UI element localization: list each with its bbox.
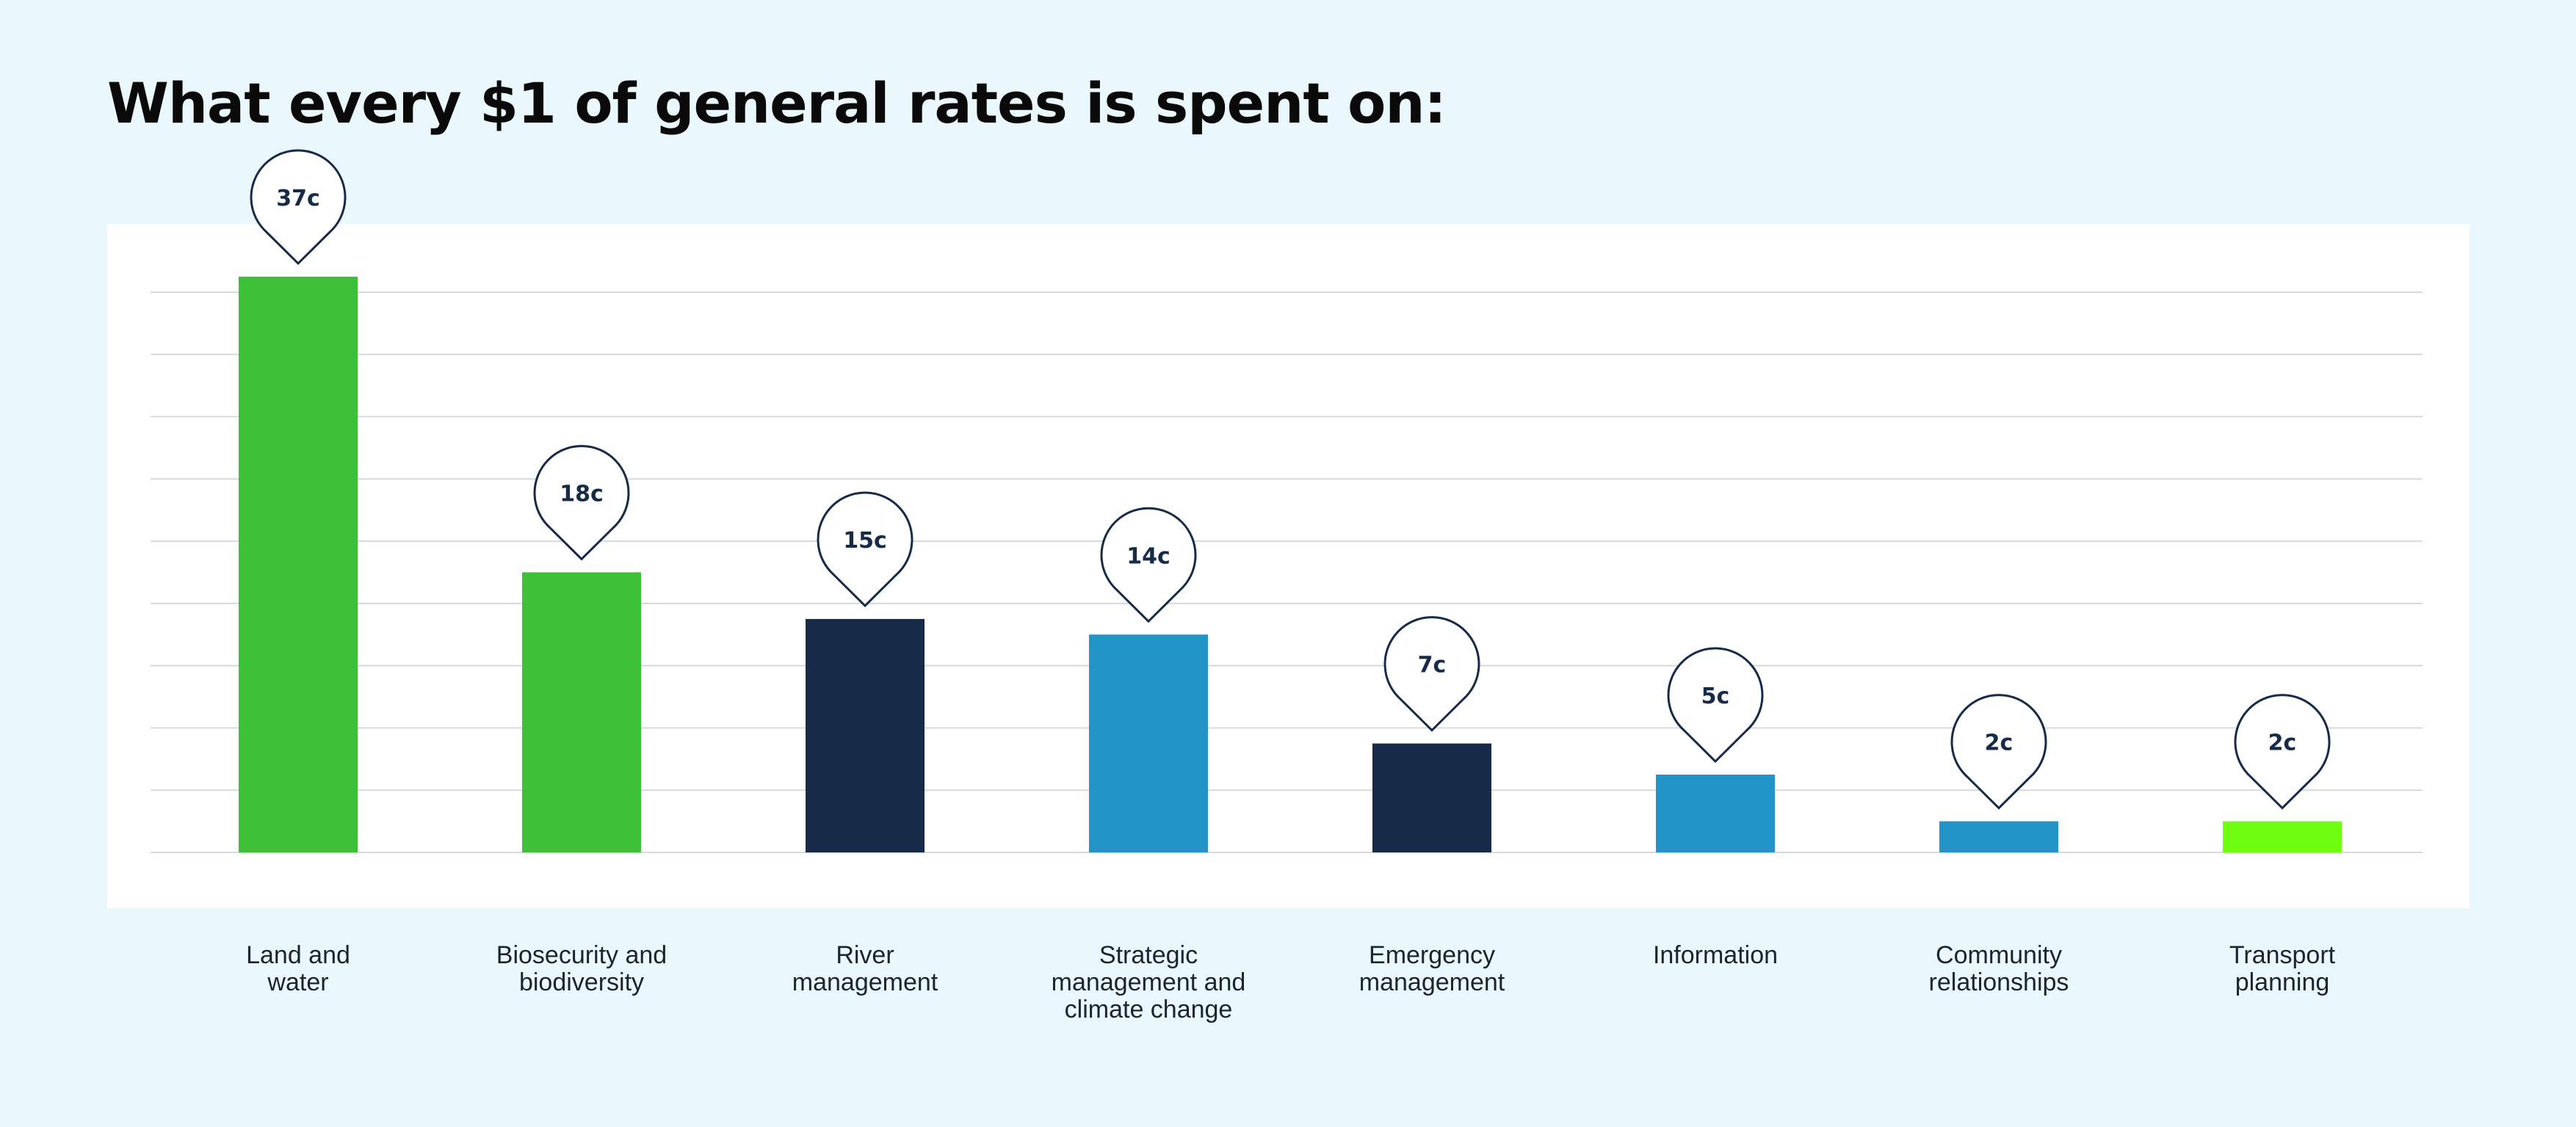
category-label-line: management [792,968,938,996]
value-pin: 37c [250,149,347,265]
category-label-line: Emergency [1369,941,1495,969]
category-label-line: River [836,941,894,969]
value-pin: 14c [1100,507,1197,623]
data-label: 14c [1126,543,1171,569]
value-pin: 2c [2234,694,2331,810]
bar [1089,634,1208,852]
pin-shape [817,491,913,608]
data-label: 5c [1701,684,1730,709]
category-labels: Land and water Biosecurity and biodiversity… [246,941,2336,1023]
bars [239,276,2342,852]
data-label: 2c [2268,731,2297,756]
category-label: Emergency management [1359,941,1505,996]
category-label-line: water [267,968,328,996]
category-label-line: Biosecurity and [496,941,667,969]
pin-shape [1383,616,1480,732]
category-label-line: climate change [1065,996,1233,1023]
bar [1656,775,1775,852]
category-label-line: management [1359,968,1505,996]
category-label: River management [792,941,938,996]
pin-shape [2234,694,2331,810]
data-label: 2c [1985,731,2014,756]
plot-area [107,224,2470,908]
value-pin: 15c [817,491,913,608]
data-label: 37c [276,186,320,211]
category-label-line: Community [1936,941,2062,969]
pin-shape [1667,647,1764,764]
pin-shape [250,149,347,265]
bar [1372,743,1491,852]
category-label-line: planning [2235,968,2330,996]
value-pin: 5c [1667,647,1764,764]
pin-shape [1950,694,2047,810]
category-label-line: management and [1052,968,1246,996]
value-pin: 7c [1383,616,1480,732]
pin-shape [533,445,630,561]
value-pins: 37c 18c 15c 14c 7c 5c 2c 2c [250,149,2331,810]
pin-shape [1100,507,1197,623]
category-label-line: Information [1653,941,1778,969]
bar [239,276,358,852]
category-label: Land and water [246,941,350,996]
category-label: Strategic management and climate change [1052,941,1246,1023]
category-label-line: Strategic [1099,941,1198,969]
category-label-line: Transport [2229,941,2336,969]
category-label-line: relationships [1929,968,2069,996]
category-label: Transport planning [2229,941,2336,996]
category-label: Community relationships [1929,941,2069,996]
bar [522,572,641,852]
bar [1939,821,2058,852]
chart-title: What every $1 of general rates is spent … [107,70,1447,136]
bar [806,619,925,852]
category-label: Biosecurity and biodiversity [496,941,667,996]
data-label: 18c [560,482,604,507]
value-pin: 18c [533,445,630,561]
data-label: 15c [843,528,887,554]
category-label-line: Land and [246,941,350,969]
value-pin: 2c [1950,694,2047,810]
bar [2223,821,2342,852]
category-label-line: biodiversity [519,968,644,996]
data-label: 7c [1418,653,1447,678]
category-label: Information [1653,941,1778,969]
